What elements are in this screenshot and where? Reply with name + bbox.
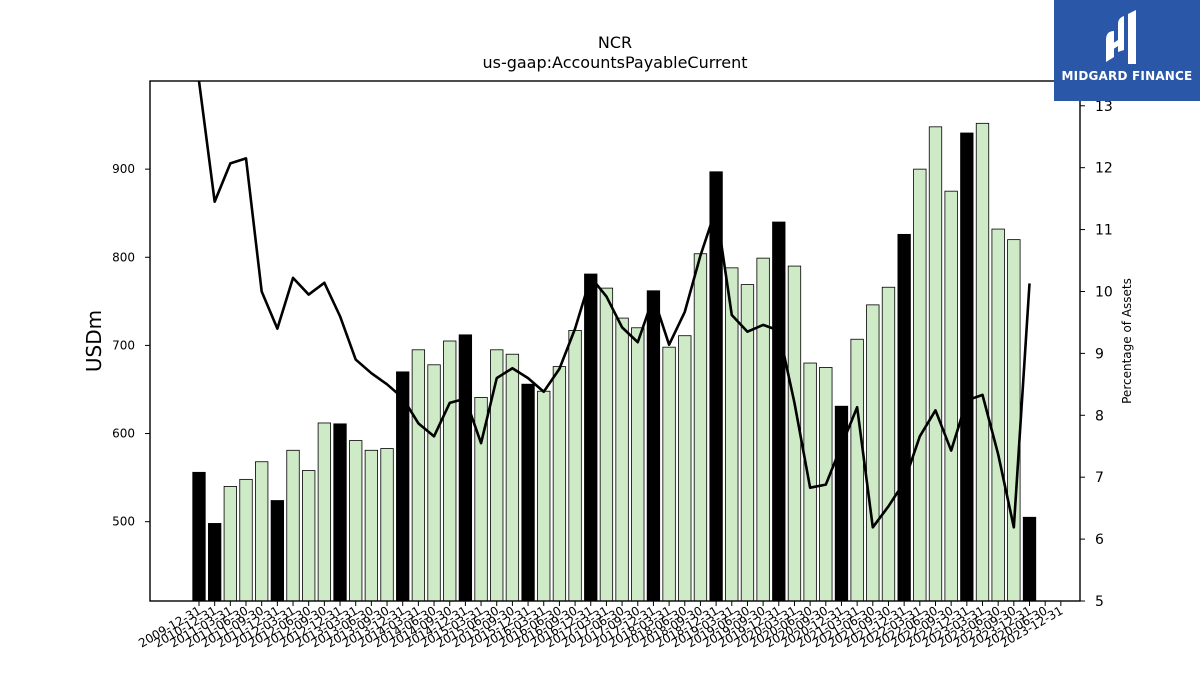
bar — [662, 346, 676, 602]
bar — [693, 253, 708, 602]
brand-name: MIDGARD FINANCE — [1061, 69, 1193, 83]
bar — [505, 353, 520, 602]
bar — [991, 228, 1005, 602]
bar — [866, 304, 880, 602]
bar — [944, 190, 958, 602]
bar — [349, 440, 363, 602]
bar — [302, 470, 316, 602]
x-axis: 2009-12-312010-12-312011-03-312011-06-30… — [136, 601, 1065, 650]
bar — [772, 221, 786, 602]
line-layer — [197, 80, 1031, 529]
bar — [458, 334, 473, 602]
y2-tick-label: 5 — [1095, 594, 1104, 610]
bar — [239, 478, 253, 602]
y2-tick-label: 13 — [1095, 99, 1113, 115]
plot-frame — [149, 80, 1081, 602]
bar — [881, 286, 896, 602]
percentage-line — [197, 80, 1031, 529]
bar — [192, 471, 206, 602]
bars-layer — [192, 122, 1037, 602]
bar — [521, 383, 535, 602]
bar — [270, 500, 285, 602]
y2-tick-label: 7 — [1095, 470, 1104, 486]
y-tick-label: 700 — [112, 338, 135, 352]
brand-logo-icon — [1106, 10, 1136, 64]
bar — [756, 257, 770, 602]
y2-tick-label: 12 — [1095, 161, 1113, 177]
y2-tick-label: 6 — [1095, 532, 1104, 548]
bar — [317, 422, 332, 602]
y-tick-label: 600 — [112, 427, 135, 441]
bar — [223, 486, 237, 602]
bar — [928, 126, 943, 602]
bar — [584, 273, 598, 602]
bar — [975, 122, 990, 602]
bar — [411, 349, 426, 602]
bar — [913, 168, 927, 602]
bar — [1007, 239, 1021, 602]
y-tick-label: 500 — [112, 515, 135, 529]
y-axis-label: USDm — [82, 310, 106, 372]
chart-subtitle: us-gaap:AccountsPayableCurrent — [482, 53, 747, 72]
y-tick-label: 800 — [112, 250, 135, 264]
bar — [615, 317, 629, 602]
bar — [631, 327, 645, 602]
bar — [568, 330, 582, 602]
bar — [646, 290, 661, 602]
y2-tick-label: 9 — [1095, 346, 1104, 362]
bar — [443, 340, 457, 602]
chart-title: NCR — [598, 33, 632, 52]
bar — [537, 390, 551, 602]
bar — [208, 523, 222, 602]
bar — [380, 448, 394, 602]
right-axis: 5 6 7 8 9 10 11 12 13 — [1080, 99, 1113, 610]
bar — [678, 335, 692, 602]
bar — [427, 364, 441, 602]
bar — [490, 349, 504, 602]
y2-tick-label: 8 — [1095, 408, 1104, 424]
left-axis: 500 600 700 800 900 — [112, 162, 150, 529]
y2-tick-label: 11 — [1095, 223, 1113, 239]
bar — [255, 461, 269, 602]
bar — [599, 287, 614, 602]
y2-tick-label: 10 — [1095, 284, 1113, 300]
bar — [552, 366, 567, 602]
bar — [286, 449, 300, 602]
bar — [1022, 516, 1037, 602]
y-tick-label: 900 — [112, 162, 135, 176]
bar — [897, 233, 911, 602]
brand-logo: MIDGARD FINANCE — [1054, 0, 1200, 101]
bar — [333, 423, 347, 602]
bar — [960, 132, 974, 602]
bar — [364, 449, 379, 602]
y2-axis-label: Percentage of Assets — [1120, 278, 1134, 404]
bar — [850, 338, 864, 602]
